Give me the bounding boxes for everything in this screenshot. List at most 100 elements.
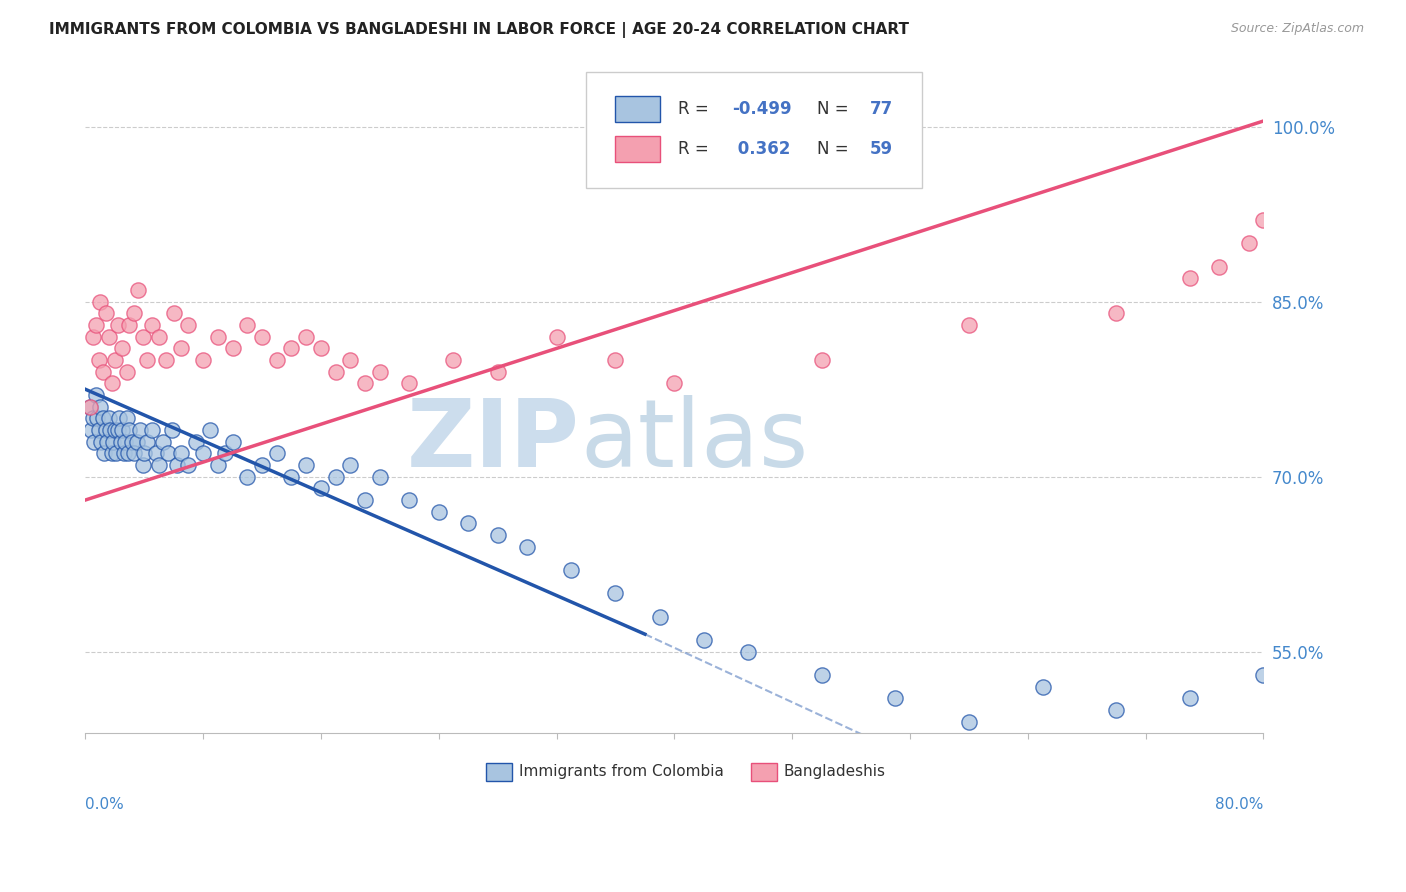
Point: [101, 446, 124, 460]
Point: [325, 365, 347, 379]
Point: [110, 434, 132, 449]
Point: [1105, 306, 1128, 320]
Point: [648, 609, 671, 624]
Point: [170, 342, 193, 356]
Point: [664, 376, 686, 391]
Point: [114, 434, 136, 449]
Point: [98, 423, 121, 437]
Point: [177, 458, 200, 472]
Point: [111, 423, 134, 437]
Text: 77: 77: [870, 100, 893, 118]
Point: [295, 458, 318, 472]
Point: [236, 318, 259, 332]
Point: [457, 516, 479, 531]
Point: [91, 411, 114, 425]
Point: [368, 469, 391, 483]
Point: [325, 469, 347, 483]
Point: [207, 458, 229, 472]
Point: [91, 365, 114, 379]
FancyBboxPatch shape: [486, 763, 512, 781]
Point: [207, 330, 229, 344]
Point: [200, 423, 222, 437]
Point: [221, 342, 243, 356]
Point: [1237, 236, 1260, 251]
Text: R =: R =: [678, 100, 714, 118]
Point: [605, 353, 627, 368]
Point: [280, 342, 302, 356]
Point: [115, 365, 138, 379]
Point: [1340, 166, 1362, 180]
Point: [152, 434, 174, 449]
Point: [166, 458, 188, 472]
Point: [443, 353, 465, 368]
Point: [122, 306, 145, 320]
Point: [486, 528, 509, 542]
Point: [105, 446, 128, 460]
Point: [122, 446, 145, 460]
Point: [94, 423, 117, 437]
Point: [118, 318, 141, 332]
Point: [309, 482, 332, 496]
Point: [214, 446, 236, 460]
Text: Source: ZipAtlas.com: Source: ZipAtlas.com: [1230, 22, 1364, 36]
Point: [80, 423, 103, 437]
Point: [84, 388, 107, 402]
Point: [89, 294, 111, 309]
Text: R =: R =: [678, 140, 714, 158]
Point: [486, 365, 509, 379]
Point: [546, 330, 568, 344]
Point: [87, 353, 110, 368]
Point: [163, 306, 186, 320]
Point: [266, 446, 288, 460]
Point: [1178, 691, 1201, 706]
Point: [1399, 154, 1406, 169]
Point: [1208, 260, 1230, 274]
Point: [177, 318, 200, 332]
Point: [170, 446, 193, 460]
Point: [398, 376, 420, 391]
Point: [427, 505, 450, 519]
Point: [957, 714, 980, 729]
Point: [1031, 680, 1053, 694]
Point: [145, 446, 167, 460]
FancyBboxPatch shape: [616, 136, 661, 161]
Point: [1105, 703, 1128, 717]
Point: [89, 400, 111, 414]
Point: [115, 411, 138, 425]
Point: [1282, 202, 1305, 216]
Text: 0.362: 0.362: [733, 140, 790, 158]
Point: [83, 434, 105, 449]
Text: -0.499: -0.499: [733, 100, 792, 118]
Point: [810, 353, 832, 368]
Point: [107, 318, 129, 332]
Point: [148, 458, 170, 472]
Point: [250, 458, 273, 472]
Point: [156, 446, 179, 460]
Point: [108, 411, 131, 425]
Point: [250, 330, 273, 344]
Point: [368, 365, 391, 379]
Point: [107, 423, 129, 437]
Point: [810, 668, 832, 682]
Point: [111, 342, 134, 356]
Point: [94, 306, 117, 320]
Point: [339, 458, 361, 472]
Point: [191, 353, 214, 368]
Point: [117, 446, 139, 460]
Point: [1178, 271, 1201, 285]
Text: 59: 59: [870, 140, 893, 158]
Point: [87, 423, 110, 437]
Point: [82, 330, 104, 344]
Point: [309, 342, 332, 356]
Point: [1253, 213, 1275, 227]
Point: [90, 434, 112, 449]
Point: [141, 423, 163, 437]
Point: [884, 691, 907, 706]
Point: [266, 353, 288, 368]
Point: [134, 446, 156, 460]
Point: [96, 434, 118, 449]
Text: Immigrants from Colombia: Immigrants from Colombia: [519, 764, 724, 780]
Point: [191, 446, 214, 460]
Point: [693, 632, 716, 647]
Point: [354, 493, 377, 508]
